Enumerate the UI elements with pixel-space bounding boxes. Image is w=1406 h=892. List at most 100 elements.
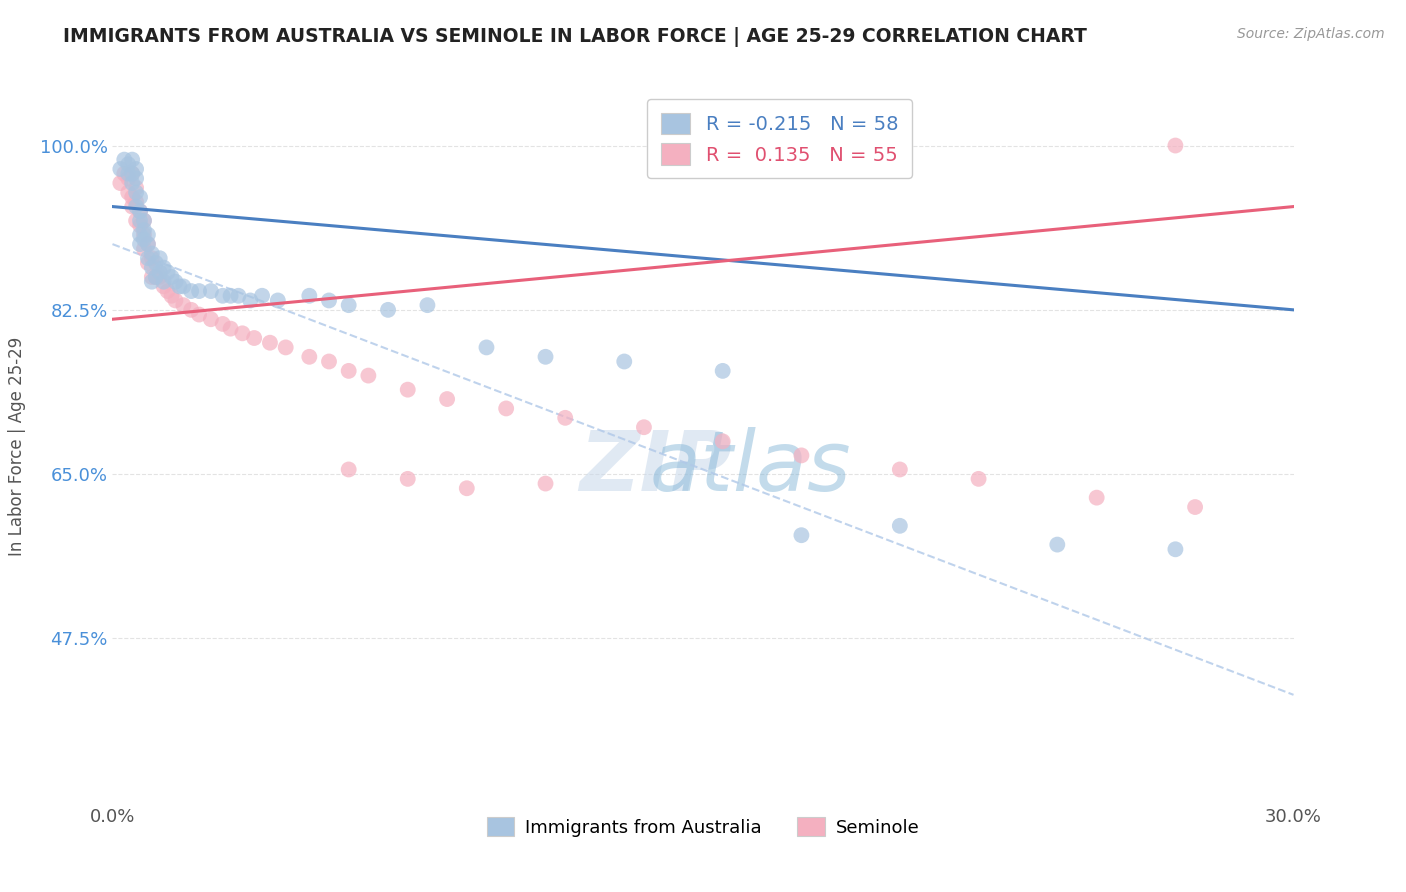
Point [141,260,163,275]
Point [211,317,233,331]
Point [117,171,139,186]
Point [267,293,290,308]
Point [250,289,273,303]
Point [790,449,813,463]
Point [711,364,734,378]
Point [889,518,911,533]
Point [132,213,155,227]
Point [132,227,155,242]
Point [141,246,163,260]
Point [243,331,266,345]
Point [149,251,172,265]
Point [169,279,191,293]
Point [121,176,143,190]
Point [188,284,211,298]
Text: IMMIGRANTS FROM AUSTRALIA VS SEMINOLE IN LABOR FORCE | AGE 25-29 CORRELATION CHA: IMMIGRANTS FROM AUSTRALIA VS SEMINOLE IN… [63,27,1087,46]
Point [121,167,143,181]
Point [228,289,250,303]
Point [357,368,380,383]
Point [145,270,167,285]
Point [337,462,360,476]
Point [456,481,478,495]
Point [259,335,281,350]
Point [141,270,163,285]
Point [160,270,183,285]
Point [1184,500,1206,514]
Point [495,401,517,416]
Point [152,260,174,275]
Point [274,340,297,354]
Point [129,204,152,219]
Point [967,472,990,486]
Point [337,364,360,378]
Point [149,270,172,285]
Point [125,161,148,176]
Point [377,302,399,317]
Point [112,153,135,167]
Point [200,284,222,298]
Point [554,410,576,425]
Point [149,265,172,279]
Point [318,293,340,308]
Point [416,298,439,312]
Point [231,326,253,341]
Point [613,354,636,368]
Point [136,251,159,265]
Point [200,312,222,326]
Point [298,289,321,303]
Point [219,321,242,335]
Point [475,340,498,354]
Point [136,256,159,270]
Point [172,298,194,312]
Point [145,270,167,285]
Point [160,289,183,303]
Point [165,293,187,308]
Point [1046,538,1069,552]
Point [117,186,139,200]
Point [129,190,152,204]
Point [129,204,152,219]
Point [145,256,167,270]
Point [534,476,557,491]
Point [152,279,174,293]
Point [125,181,148,195]
Point [436,392,458,406]
Point [188,308,211,322]
Point [121,200,143,214]
Point [117,157,139,171]
Point [152,275,174,289]
Point [396,472,419,486]
Point [112,167,135,181]
Point [219,289,242,303]
Point [141,251,163,265]
Text: ZIP: ZIP [579,427,733,508]
Point [337,298,360,312]
Point [110,176,132,190]
Point [633,420,655,434]
Point [121,153,143,167]
Point [180,302,202,317]
Point [129,227,152,242]
Point [125,171,148,186]
Point [211,289,233,303]
Point [136,227,159,242]
Text: atlas: atlas [650,427,851,508]
Y-axis label: In Labor Force | Age 25-29: In Labor Force | Age 25-29 [7,336,25,556]
Point [156,284,179,298]
Point [125,200,148,214]
Point [129,237,152,252]
Point [318,354,340,368]
Point [711,434,734,449]
Point [129,213,152,227]
Point [125,194,148,209]
Point [790,528,813,542]
Point [396,383,419,397]
Point [239,293,262,308]
Point [534,350,557,364]
Point [298,350,321,364]
Point [132,232,155,246]
Point [125,186,148,200]
Point [141,275,163,289]
Point [1164,542,1187,557]
Point [165,275,187,289]
